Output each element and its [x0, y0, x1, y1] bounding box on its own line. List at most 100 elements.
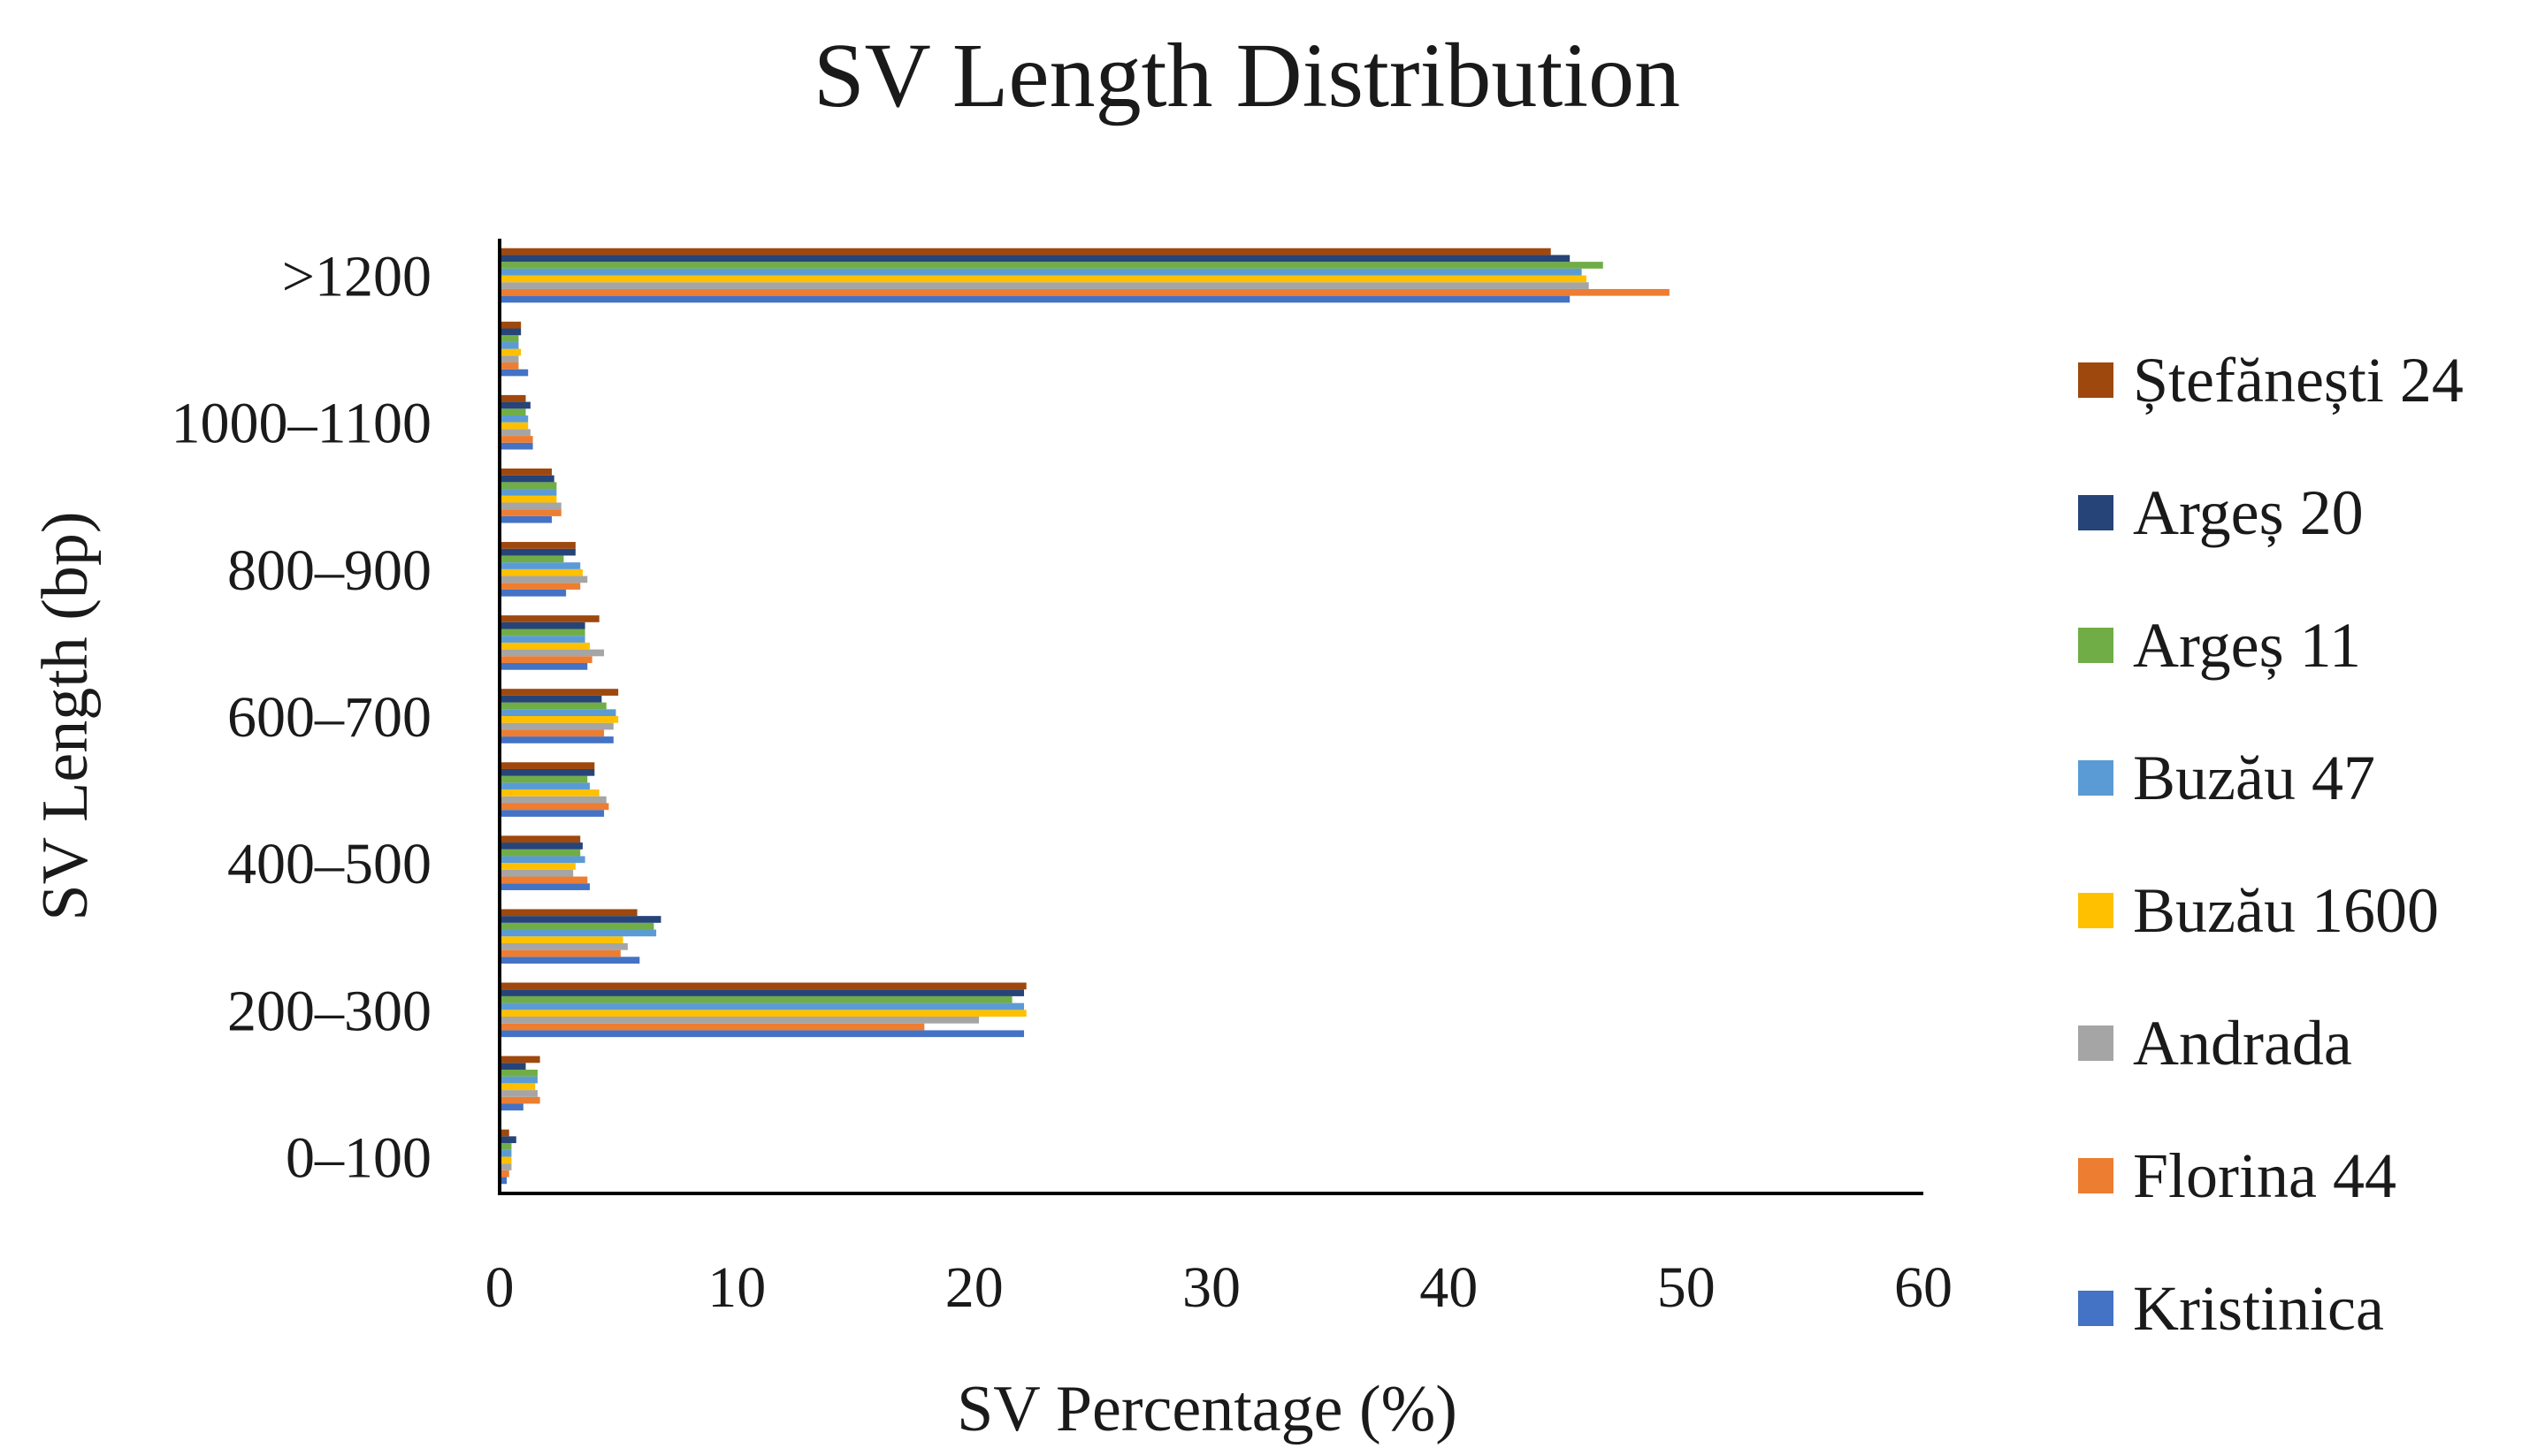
bar: [500, 695, 602, 703]
bar: [500, 636, 585, 643]
bar: [500, 876, 588, 884]
bar: [500, 583, 581, 590]
bar: [500, 442, 533, 450]
bar: [500, 1129, 509, 1137]
bar: [500, 401, 531, 409]
bar: [500, 909, 638, 917]
bar: [500, 849, 581, 857]
bar-group: [500, 248, 1670, 1185]
bar: [500, 1023, 925, 1031]
legend-label: Ștefănești 24: [2133, 345, 2464, 415]
bar: [500, 262, 1603, 269]
bar: [500, 722, 614, 730]
bar: [500, 936, 623, 943]
legend-label: Buzău 1600: [2133, 875, 2439, 946]
bar: [500, 883, 590, 890]
y-tick-label: 0–100: [286, 1126, 432, 1191]
legend-label: Florina 44: [2133, 1140, 2396, 1211]
bar: [500, 429, 531, 437]
bar: [500, 495, 557, 503]
bar: [500, 1149, 512, 1157]
y-tick-label: 1000–1100: [171, 392, 432, 456]
x-tick-labels: 0 10 20 30 40 50 60: [485, 1255, 1953, 1320]
y-tick-label: 200–300: [227, 979, 432, 1043]
bar: [500, 1017, 980, 1024]
x-tick-label: 30: [1182, 1255, 1241, 1320]
bar: [500, 1136, 516, 1144]
bar: [500, 489, 557, 496]
bar: [500, 482, 557, 490]
bar: [500, 982, 1027, 990]
bar: [500, 856, 585, 864]
bar: [500, 542, 576, 549]
bar: [500, 288, 1670, 296]
bar: [500, 1163, 512, 1170]
bar: [500, 803, 609, 811]
bar: [500, 957, 640, 964]
bar: [500, 362, 519, 370]
bar: [500, 328, 522, 336]
chart-title: SV Length Distribution: [814, 25, 1680, 126]
bar: [500, 509, 562, 516]
bar: [500, 1010, 1027, 1018]
bar: [500, 1069, 538, 1077]
bar: [500, 702, 607, 710]
x-tick-label: 60: [1894, 1255, 1953, 1320]
bar: [500, 321, 522, 329]
bar: [500, 615, 600, 622]
bar: [500, 562, 581, 569]
bar: [500, 768, 595, 776]
bar: [500, 1090, 538, 1097]
legend-label: Andrada: [2133, 1008, 2352, 1079]
bar: [500, 1156, 512, 1164]
legend-swatch: [2078, 628, 2113, 663]
legend-swatch: [2078, 1025, 2113, 1061]
bar: [500, 295, 1571, 303]
bar: [500, 810, 605, 817]
bar: [500, 415, 529, 423]
bar: [500, 422, 529, 430]
legend-swatch: [2078, 1158, 2113, 1193]
y-tick-label: >1200: [282, 245, 432, 309]
y-tick-label: 400–500: [227, 832, 432, 896]
legend-label: Argeș 20: [2133, 477, 2364, 548]
bar: [500, 642, 590, 650]
bar: [500, 782, 590, 790]
legend-swatch: [2078, 495, 2113, 530]
bar: [500, 835, 581, 843]
bar: [500, 942, 628, 950]
bar: [500, 995, 1013, 1003]
bar: [500, 629, 585, 637]
bar: [500, 248, 1551, 255]
bar: [500, 863, 576, 870]
bar: [500, 408, 526, 415]
bar: [500, 709, 616, 716]
legend-label: Buzău 47: [2133, 743, 2375, 813]
bar: [500, 869, 574, 877]
x-tick-label: 10: [707, 1255, 766, 1320]
bar: [500, 762, 595, 769]
x-tick-label: 50: [1657, 1255, 1716, 1320]
bar: [500, 949, 621, 957]
bar: [500, 1083, 536, 1091]
y-tick-label: 800–900: [227, 538, 432, 603]
x-tick-label: 0: [485, 1255, 515, 1320]
legend-swatch: [2078, 893, 2113, 928]
bar: [500, 729, 605, 737]
bar: [500, 436, 533, 443]
bar: [500, 736, 614, 743]
bar: [500, 1002, 1025, 1010]
y-tick-label: 600–700: [227, 685, 432, 750]
bar: [500, 1103, 524, 1111]
bar: [500, 576, 588, 583]
bar: [500, 1170, 509, 1178]
bar: [500, 355, 519, 363]
bar: [500, 775, 588, 783]
bar: [500, 394, 526, 402]
bar: [500, 369, 529, 377]
bar: [500, 348, 522, 356]
bar: [500, 922, 654, 930]
x-tick-label: 20: [945, 1255, 1004, 1320]
bar: [500, 989, 1025, 996]
